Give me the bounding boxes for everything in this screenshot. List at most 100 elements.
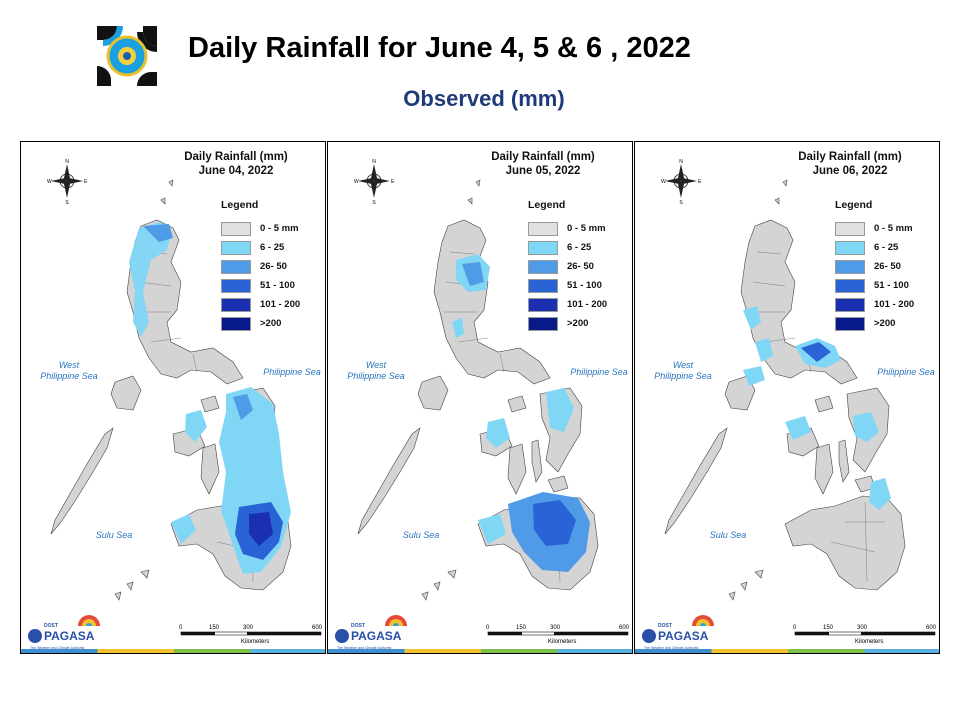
legend-label: 0 - 5 mm <box>874 223 913 234</box>
compass: N S W E <box>659 158 703 206</box>
svg-text:150: 150 <box>209 625 220 631</box>
legend-label: 51 - 100 <box>567 280 602 291</box>
legend-swatch <box>835 241 865 255</box>
svg-text:0: 0 <box>486 625 490 631</box>
legend-swatch <box>221 260 251 274</box>
philippines-rainfall-map <box>664 179 906 601</box>
sea-label-west: West Philippine Sea <box>654 360 712 381</box>
compass-rose-icon: N S W E <box>354 159 395 206</box>
rainfall-overlay <box>452 254 590 572</box>
sea-label-sulu: Sulu Sea <box>709 530 747 540</box>
sea-label-east: Philippine Sea <box>877 367 935 377</box>
scale-bar-graphic: 0 150 300 600 Kilometers <box>793 625 937 645</box>
svg-text:DOST: DOST <box>658 623 672 629</box>
legend-label: 0 - 5 mm <box>260 223 299 234</box>
pagasa-logo: DOST PAGASA The Weather and Climate Auth… <box>26 612 106 652</box>
panel-date: June 06, 2022 <box>812 165 888 177</box>
legend-title: Legend <box>528 199 566 211</box>
sea-label-west: West Philippine Sea <box>40 360 98 381</box>
svg-text:PAGASA: PAGASA <box>44 629 95 643</box>
pagasa-logo-graphic: DOST PAGASA The Weather and Climate Auth… <box>28 615 100 650</box>
svg-text:600: 600 <box>926 625 937 631</box>
legend-title: Legend <box>221 199 259 211</box>
legend-label: 0 - 5 mm <box>567 223 606 234</box>
panel-date: June 04, 2022 <box>198 165 274 177</box>
legend-swatch <box>528 222 558 236</box>
legend-swatch <box>221 279 251 293</box>
svg-text:The Weather and Climate Author: The Weather and Climate Authority <box>644 646 699 650</box>
legend-label: >200 <box>260 318 282 329</box>
legend-label: 26- 50 <box>567 261 594 272</box>
panel-title: Daily Rainfall (mm) June 06, 2022 <box>785 150 915 178</box>
compass-rose-icon: N S W E <box>47 159 88 206</box>
legend-swatch <box>835 260 865 274</box>
legend-swatch <box>528 298 558 312</box>
legend-title: Legend <box>835 199 873 211</box>
legend-label: 26- 50 <box>260 261 287 272</box>
legend-swatch <box>835 222 865 236</box>
svg-text:300: 300 <box>550 625 561 631</box>
bagong-pilipinas-logo <box>95 24 159 88</box>
svg-text:S: S <box>65 200 69 204</box>
svg-text:PAGASA: PAGASA <box>658 629 709 643</box>
legend-label: 26- 50 <box>874 261 901 272</box>
svg-text:600: 600 <box>312 625 323 631</box>
pagasa-logo: DOST PAGASA The Weather and Climate Auth… <box>640 612 720 652</box>
compass: N S W E <box>352 158 396 206</box>
map-panel-june-04: N S W E Daily Rainfall (mm) June 04, 202… <box>20 141 326 654</box>
legend-swatch <box>221 317 251 331</box>
color-stripe <box>21 649 325 653</box>
panel-title: Daily Rainfall (mm) June 04, 2022 <box>171 150 301 178</box>
legend-label: 51 - 100 <box>874 280 909 291</box>
legend-swatch <box>221 241 251 255</box>
svg-text:150: 150 <box>823 625 834 631</box>
compass-rose-icon: N S W E <box>661 159 702 206</box>
svg-text:DOST: DOST <box>44 623 58 629</box>
legend-label: 51 - 100 <box>260 280 295 291</box>
panel-title: Daily Rainfall (mm) June 05, 2022 <box>478 150 608 178</box>
scale-bar-graphic: 0 150 300 600 Kilometers <box>486 625 630 645</box>
sea-label-west: West Philippine Sea <box>347 360 405 381</box>
svg-text:300: 300 <box>243 625 254 631</box>
color-stripe <box>635 649 939 653</box>
legend-label: >200 <box>567 318 589 329</box>
svg-text:N: N <box>679 159 683 165</box>
svg-text:0: 0 <box>179 625 183 631</box>
svg-text:0: 0 <box>793 625 797 631</box>
pagasa-logo-graphic: DOST PAGASA The Weather and Climate Auth… <box>335 615 407 650</box>
pagasa-logo: DOST PAGASA The Weather and Climate Auth… <box>333 612 413 652</box>
svg-text:Kilometers: Kilometers <box>241 639 269 645</box>
svg-text:E: E <box>84 179 88 185</box>
sea-label-east: Philippine Sea <box>570 367 628 377</box>
page-title: Daily Rainfall for June 4, 5 & 6 , 2022 <box>188 32 691 64</box>
rainfall-overlay <box>743 306 891 510</box>
panel-title-text: Daily Rainfall (mm) <box>184 151 288 163</box>
svg-text:N: N <box>372 159 376 165</box>
legend-label: 101 - 200 <box>567 299 608 310</box>
legend-label: 6 - 25 <box>260 242 285 253</box>
legend-swatch <box>835 279 865 293</box>
legend-swatch <box>835 317 865 331</box>
svg-text:Kilometers: Kilometers <box>855 639 883 645</box>
legend-label: 101 - 200 <box>260 299 301 310</box>
svg-text:PAGASA: PAGASA <box>351 629 402 643</box>
color-stripe <box>328 649 632 653</box>
svg-text:S: S <box>679 200 683 204</box>
svg-text:E: E <box>391 179 395 185</box>
sea-label-east: Philippine Sea <box>263 367 321 377</box>
sea-label-sulu: Sulu Sea <box>95 530 133 540</box>
map-panel-june-06: N S W E Daily Rainfall (mm) June 06, 202… <box>634 141 940 654</box>
philippines-rainfall-map <box>50 179 292 601</box>
legend-label: >200 <box>874 318 896 329</box>
panel-title-text: Daily Rainfall (mm) <box>491 151 595 163</box>
page-subtitle: Observed (mm) <box>403 86 565 111</box>
panel-date: June 05, 2022 <box>505 165 581 177</box>
svg-text:W: W <box>354 179 359 185</box>
svg-text:E: E <box>698 179 702 185</box>
svg-text:S: S <box>372 200 376 204</box>
svg-text:Kilometers: Kilometers <box>548 639 576 645</box>
svg-text:300: 300 <box>857 625 868 631</box>
legend-swatch <box>528 279 558 293</box>
legend-swatch <box>528 317 558 331</box>
pagasa-logo-graphic: DOST PAGASA The Weather and Climate Auth… <box>642 615 714 650</box>
